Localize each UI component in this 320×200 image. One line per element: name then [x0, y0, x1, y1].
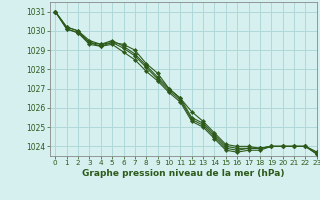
X-axis label: Graphe pression niveau de la mer (hPa): Graphe pression niveau de la mer (hPa) [82, 169, 284, 178]
